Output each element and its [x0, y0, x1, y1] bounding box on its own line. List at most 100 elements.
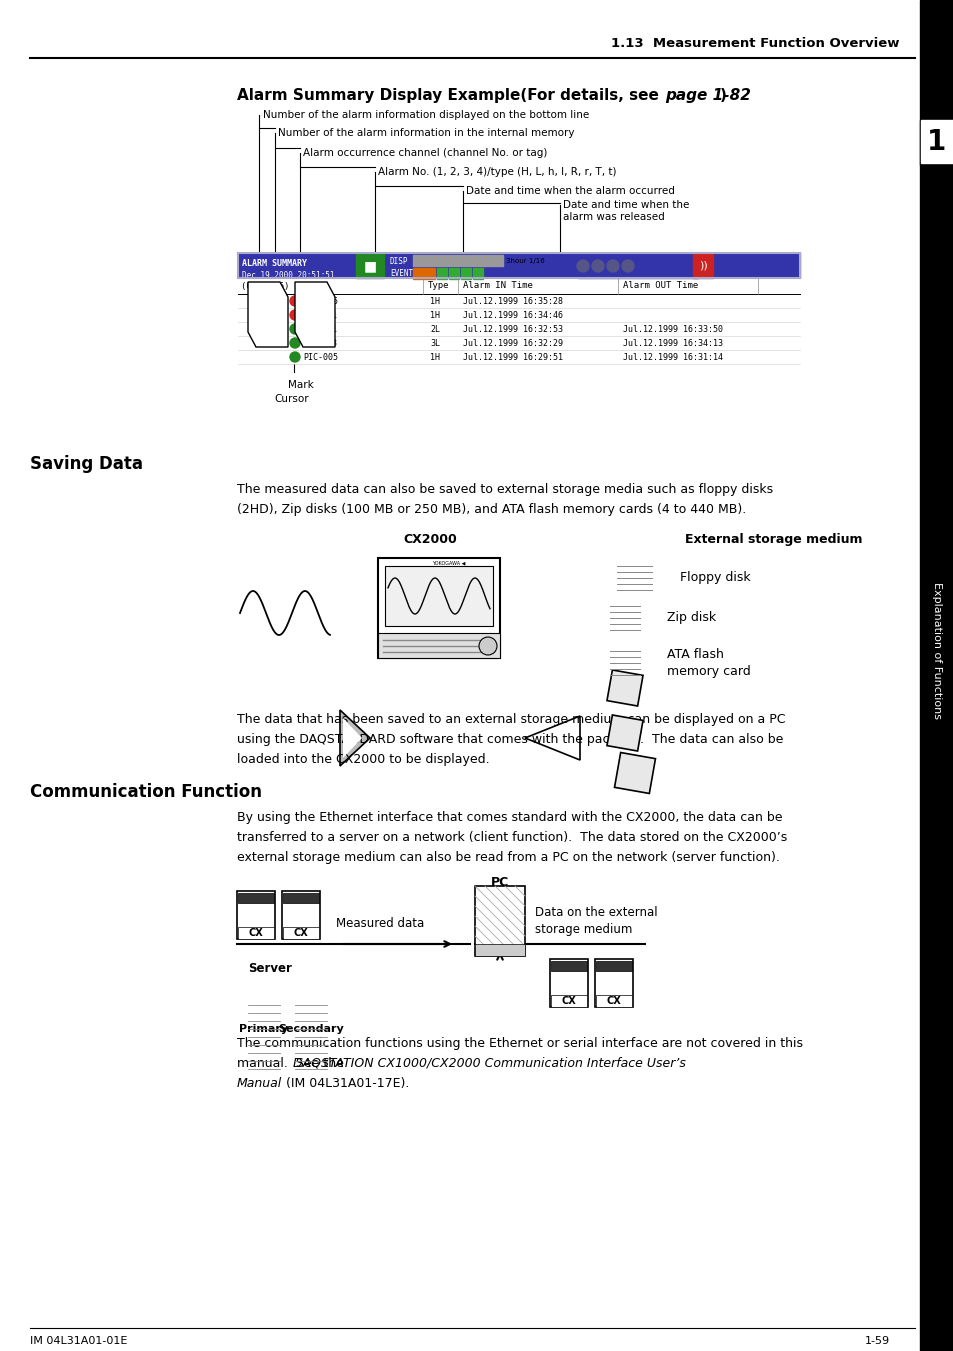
Bar: [436, 267, 447, 280]
Text: PC: PC: [491, 875, 509, 889]
Text: EVENT: EVENT: [390, 269, 413, 277]
Text: DAQSTATION CX1000/CX2000 Communication Interface User’s: DAQSTATION CX1000/CX2000 Communication I…: [293, 1056, 685, 1070]
Text: Explanation of Functions: Explanation of Functions: [931, 581, 941, 719]
Text: Measured data: Measured data: [335, 917, 424, 929]
Text: 3hour 1/16: 3hour 1/16: [505, 258, 544, 263]
Bar: [283, 927, 318, 939]
Bar: [377, 634, 499, 658]
Text: PIC-005: PIC-005: [303, 353, 337, 362]
Text: ■: ■: [363, 259, 376, 273]
Text: The communication functions using the Ethernet or serial interface are not cover: The communication functions using the Et…: [236, 1038, 802, 1050]
Bar: [282, 892, 319, 939]
Text: (2HD), Zip disks (100 MB or 250 MB), and ATA flash memory cards (4 to 440 MB).: (2HD), Zip disks (100 MB or 250 MB), and…: [236, 503, 745, 516]
Bar: [237, 308, 800, 322]
Text: 1H: 1H: [430, 296, 439, 305]
Text: DISP: DISP: [390, 258, 408, 266]
Text: Jul.12.1999 16:33:50: Jul.12.1999 16:33:50: [622, 324, 722, 334]
Text: CX2000: CX2000: [403, 534, 456, 546]
Bar: [578, 253, 698, 278]
Circle shape: [290, 296, 299, 305]
Polygon shape: [339, 711, 370, 766]
Text: Number of the alarm information in the internal memory: Number of the alarm information in the i…: [277, 128, 574, 138]
Text: Communication Function: Communication Function: [30, 784, 262, 801]
Bar: [237, 336, 800, 350]
Text: Server: Server: [248, 962, 292, 975]
Polygon shape: [524, 716, 579, 761]
Circle shape: [290, 338, 299, 349]
Bar: [355, 253, 384, 278]
Text: Primary: Primary: [239, 1024, 288, 1034]
Bar: [283, 893, 318, 902]
Bar: [692, 253, 712, 278]
Circle shape: [478, 638, 497, 655]
Bar: [237, 253, 800, 278]
Text: By using the Ethernet interface that comes standard with the CX2000, the data ca: By using the Ethernet interface that com…: [236, 811, 781, 824]
Text: Jul.12.1999 16:31:14: Jul.12.1999 16:31:14: [622, 353, 722, 362]
Text: Jul.12.1999 16:29:51: Jul.12.1999 16:29:51: [462, 353, 562, 362]
Bar: [237, 253, 800, 278]
Bar: [551, 961, 586, 971]
Text: loaded into the CX2000 to be displayed.: loaded into the CX2000 to be displayed.: [236, 753, 489, 766]
Polygon shape: [606, 715, 642, 751]
Polygon shape: [343, 717, 361, 758]
Text: Jul.12.1999 16:32:53: Jul.12.1999 16:32:53: [462, 324, 562, 334]
Text: 2L: 2L: [430, 324, 439, 334]
Text: Alarm OUT Time: Alarm OUT Time: [622, 281, 698, 290]
Bar: [475, 886, 524, 957]
Text: TIC-001: TIC-001: [303, 311, 337, 319]
Text: )): )): [698, 261, 706, 272]
Text: Manual: Manual: [236, 1077, 282, 1090]
Bar: [413, 255, 502, 266]
Text: 1: 1: [926, 128, 945, 155]
Text: 1-59: 1-59: [864, 1336, 889, 1346]
Bar: [473, 267, 482, 280]
Text: The measured data can also be saved to external storage media such as floppy dis: The measured data can also be saved to e…: [236, 484, 772, 496]
Text: Jul.12.1999 16:34:46: Jul.12.1999 16:34:46: [462, 311, 562, 319]
Bar: [596, 994, 631, 1006]
Text: CX: CX: [606, 996, 620, 1006]
Bar: [237, 893, 274, 902]
Circle shape: [290, 324, 299, 334]
Bar: [413, 267, 435, 280]
Bar: [460, 267, 471, 280]
Text: Secondary: Secondary: [278, 1024, 343, 1034]
Polygon shape: [614, 753, 655, 793]
Text: 1H: 1H: [430, 353, 439, 362]
Text: The data that has been saved to an external storage medium can be displayed on a: The data that has been saved to an exter…: [236, 713, 784, 725]
Circle shape: [577, 259, 588, 272]
Bar: [475, 944, 524, 957]
Text: TIC-001: TIC-001: [303, 324, 337, 334]
Text: 3L: 3L: [430, 339, 439, 347]
Text: (020/056) Name: (020/056) Name: [241, 281, 315, 290]
Text: ATA flash
memory card: ATA flash memory card: [666, 648, 750, 678]
Circle shape: [606, 259, 618, 272]
Text: using the DAQSTANDARD software that comes with the package.  The data can also b: using the DAQSTANDARD software that come…: [236, 734, 782, 746]
Bar: [550, 959, 587, 1006]
Text: Alarm No. (1, 2, 3, 4)/type (H, L, h, l, R, r, T, t): Alarm No. (1, 2, 3, 4)/type (H, L, h, l,…: [377, 168, 616, 177]
Text: Alarm IN Time: Alarm IN Time: [462, 281, 533, 290]
Text: ALARM SUMMARY: ALARM SUMMARY: [242, 259, 307, 269]
Text: Data on the external
storage medium: Data on the external storage medium: [535, 907, 657, 936]
Bar: [236, 892, 274, 939]
Text: manual.  See the: manual. See the: [236, 1056, 348, 1070]
Text: transferred to a server on a network (client function).  The data stored on the : transferred to a server on a network (cl…: [236, 831, 786, 844]
Text: Jul.12.1999 16:35:28: Jul.12.1999 16:35:28: [462, 296, 562, 305]
Text: CX: CX: [294, 928, 308, 938]
Text: CX: CX: [561, 996, 576, 1006]
Text: Alarm occurrence channel (channel No. or tag): Alarm occurrence channel (channel No. or…: [303, 149, 547, 158]
Text: Cursor: Cursor: [274, 394, 309, 404]
Circle shape: [290, 309, 299, 320]
Text: Number of the alarm information displayed on the bottom line: Number of the alarm information displaye…: [263, 109, 589, 120]
Text: Saving Data: Saving Data: [30, 455, 143, 473]
Text: 1H: 1H: [430, 311, 439, 319]
Text: 1.13  Measurement Function Overview: 1.13 Measurement Function Overview: [611, 36, 899, 50]
Circle shape: [592, 259, 603, 272]
Bar: [237, 350, 800, 363]
Bar: [377, 558, 499, 658]
Text: Dec 19.2000 20:51:51: Dec 19.2000 20:51:51: [242, 270, 335, 280]
Bar: [237, 278, 800, 295]
Text: TIC-003: TIC-003: [303, 339, 337, 347]
Bar: [919, 0, 953, 1351]
Text: Date and time when the alarm occurred: Date and time when the alarm occurred: [465, 186, 674, 196]
Circle shape: [290, 353, 299, 362]
